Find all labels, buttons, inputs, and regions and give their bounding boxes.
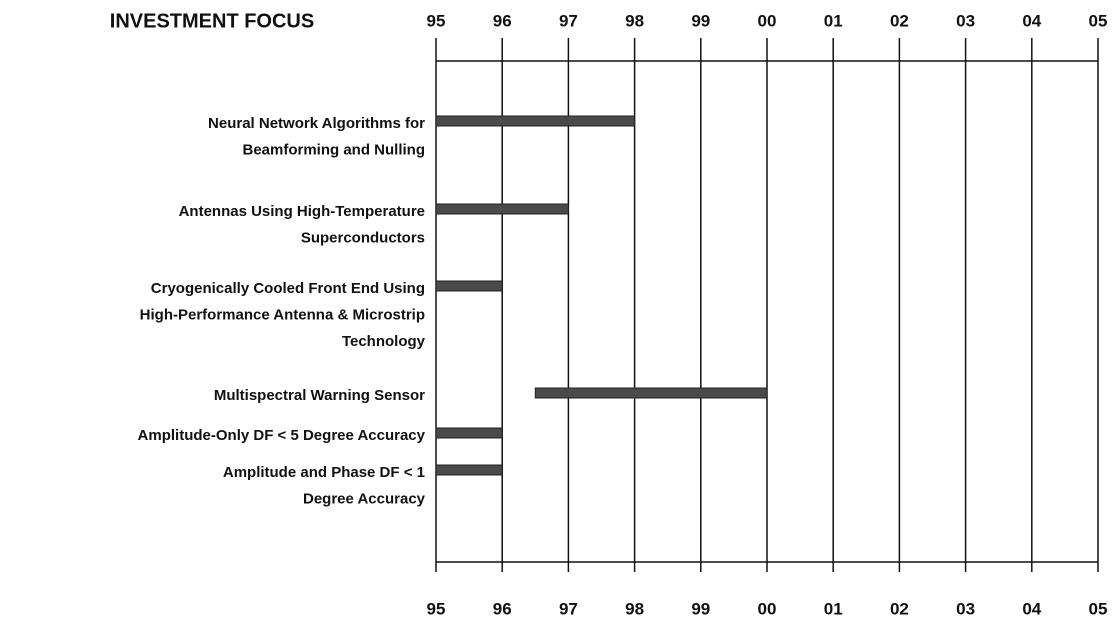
top-tick-label: 96 <box>493 11 512 30</box>
bottom-tick-label: 00 <box>758 599 777 618</box>
task-label: Amplitude-Only DF < 5 Degree Accuracy <box>138 427 426 444</box>
task-label: Multispectral Warning Sensor <box>214 387 425 404</box>
bar <box>435 464 503 476</box>
task-label: Amplitude and Phase DF < 1 <box>223 464 425 481</box>
bar <box>435 115 636 127</box>
bar <box>435 203 569 215</box>
task-label: Antennas Using High-Temperature <box>179 203 425 220</box>
bottom-tick-label: 97 <box>559 599 578 618</box>
top-tick-label: 95 <box>427 11 446 30</box>
top-tick-label: 98 <box>625 11 644 30</box>
top-tick-label: 00 <box>758 11 777 30</box>
bottom-tick-label: 01 <box>824 599 843 618</box>
task-label: Beamforming and Nulling <box>242 141 425 158</box>
task-label: Superconductors <box>301 229 425 246</box>
bottom-tick-label: 03 <box>956 599 975 618</box>
task-label: Neural Network Algorithms for <box>208 115 425 132</box>
top-tick-label: 02 <box>890 11 909 30</box>
task-label: Technology <box>342 333 426 350</box>
bar <box>435 427 503 439</box>
chart-title: INVESTMENT FOCUS <box>110 10 314 32</box>
bar <box>435 280 503 292</box>
bottom-tick-label: 05 <box>1089 599 1108 618</box>
top-tick-label: 97 <box>559 11 578 30</box>
bottom-tick-label: 04 <box>1022 599 1041 618</box>
bottom-tick-label: 96 <box>493 599 512 618</box>
top-tick-label: 99 <box>691 11 710 30</box>
bottom-tick-label: 95 <box>427 599 446 618</box>
bar <box>534 387 768 399</box>
task-label: High-Performance Antenna & Microstrip <box>140 306 425 323</box>
bottom-tick-label: 02 <box>890 599 909 618</box>
top-tick-label: 04 <box>1022 11 1041 30</box>
bottom-tick-label: 98 <box>625 599 644 618</box>
bottom-tick-label: 99 <box>691 599 710 618</box>
task-label: Cryogenically Cooled Front End Using <box>151 280 425 297</box>
top-tick-label: 01 <box>824 11 843 30</box>
top-tick-label: 05 <box>1089 11 1108 30</box>
task-label: Degree Accuracy <box>303 490 426 507</box>
top-tick-label: 03 <box>956 11 975 30</box>
